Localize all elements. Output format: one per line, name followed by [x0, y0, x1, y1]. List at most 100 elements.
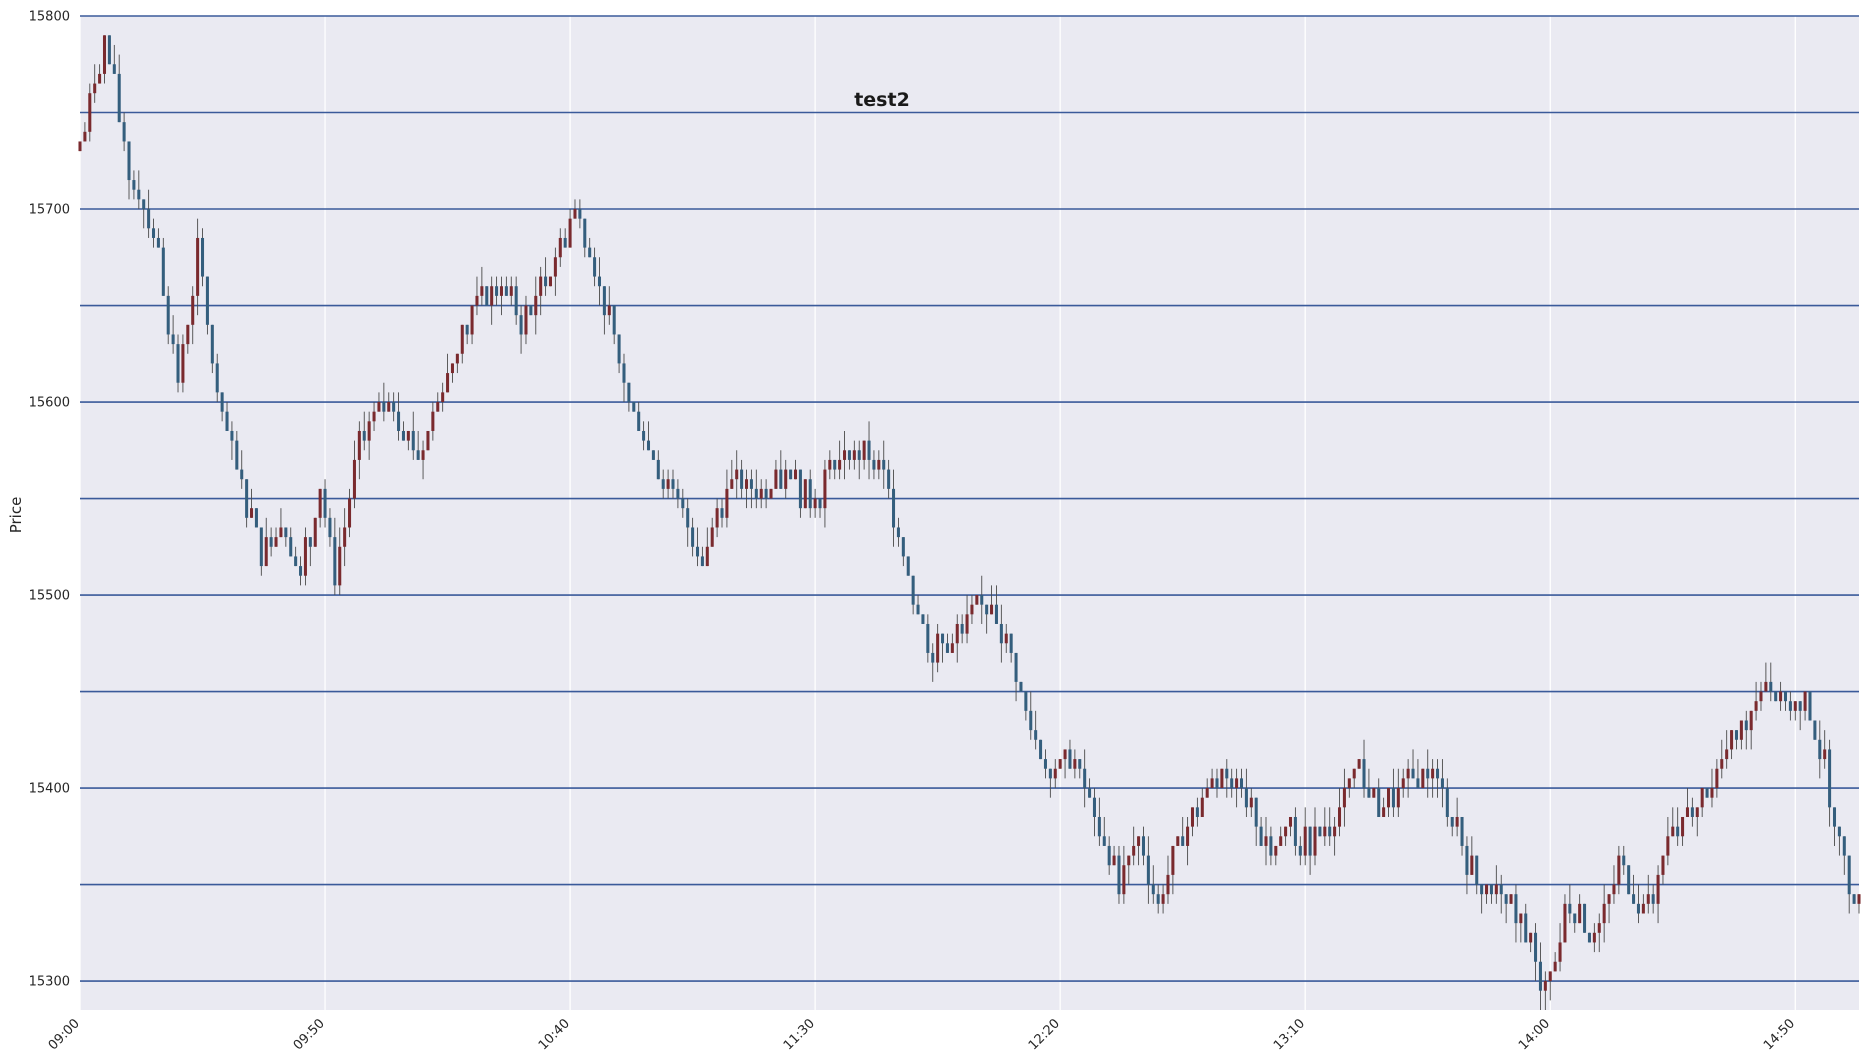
candle-body	[720, 508, 724, 518]
candle-body	[936, 633, 940, 663]
candle-body	[1587, 932, 1591, 943]
candle-body	[196, 237, 200, 296]
candle-body	[1318, 826, 1322, 837]
candle-body	[411, 430, 415, 451]
candle-body	[132, 180, 136, 190]
candle-body	[1137, 836, 1141, 846]
candle-body	[1808, 691, 1812, 721]
candle-body	[852, 450, 856, 460]
candle-body	[892, 488, 896, 528]
candle-body	[1725, 749, 1729, 760]
candle-body	[1132, 845, 1136, 856]
candle-body	[1181, 836, 1185, 846]
candle-body	[558, 237, 562, 258]
candle-body	[1524, 913, 1528, 943]
candle-body	[313, 517, 317, 547]
candle-body	[519, 315, 523, 335]
candle-body	[1671, 826, 1675, 837]
candle-body	[686, 508, 690, 528]
candle-body	[1764, 681, 1768, 692]
candle-body	[602, 286, 606, 316]
candle-body	[289, 537, 293, 557]
candle-body	[1421, 768, 1425, 789]
candle-body	[1607, 894, 1611, 904]
candle-body	[1308, 826, 1312, 856]
candle-body	[1563, 903, 1567, 943]
candle-body	[245, 479, 249, 518]
candle-body	[1195, 807, 1199, 817]
candle-body	[1636, 903, 1640, 914]
candle-body	[1543, 981, 1547, 991]
candle-body	[593, 257, 597, 277]
candle-body	[1485, 884, 1489, 895]
candle-body	[142, 199, 146, 210]
candle-body	[254, 508, 258, 528]
candle-body	[205, 276, 209, 325]
candle-body	[1494, 884, 1498, 895]
candle-body	[1534, 932, 1538, 962]
candle-body	[441, 392, 445, 403]
candle-body	[735, 469, 739, 480]
candle-body	[1171, 845, 1175, 875]
candle-body	[450, 363, 454, 374]
candle-body	[485, 286, 489, 306]
candle-body	[308, 537, 312, 547]
candle-body	[1122, 865, 1126, 895]
candle-body	[843, 450, 847, 460]
candle-body	[1053, 768, 1057, 779]
candle-body	[784, 469, 788, 489]
x-tick-label: 13:10	[1271, 1016, 1308, 1053]
candle-body	[1798, 701, 1802, 711]
candle-body	[730, 479, 734, 489]
candle-body	[348, 498, 352, 528]
candle-body	[127, 141, 131, 181]
candle-body	[794, 469, 798, 480]
candle-body	[1793, 701, 1797, 711]
candle-body	[1141, 836, 1145, 856]
candle-body	[284, 527, 288, 538]
candle-body	[975, 595, 979, 605]
candle-body	[176, 344, 180, 383]
candle-body	[1009, 633, 1013, 653]
candle-body	[1333, 826, 1337, 837]
candle-body	[1107, 845, 1111, 866]
candle-body	[1249, 797, 1253, 808]
candle-body	[431, 411, 435, 431]
candle-body	[333, 537, 337, 586]
candle-body	[225, 411, 229, 431]
candle-body	[1377, 788, 1381, 817]
candle-body	[1274, 845, 1278, 856]
candle-body	[539, 276, 543, 296]
candle-body	[950, 643, 954, 653]
candle-body	[495, 286, 499, 296]
candle-body	[1592, 932, 1596, 943]
candle-body	[235, 440, 239, 470]
candle-body	[1019, 681, 1023, 692]
candle-body	[990, 604, 994, 615]
candle-body	[1578, 903, 1582, 924]
candle-body	[970, 604, 974, 615]
candle-body	[1279, 836, 1283, 846]
candle-body	[1602, 903, 1606, 924]
candle-body	[1553, 961, 1557, 972]
candle-body	[774, 469, 778, 489]
x-tick-label: 14:50	[1761, 1016, 1798, 1053]
candle-body	[1387, 788, 1391, 808]
candle-body	[931, 652, 935, 663]
candle-body	[264, 537, 268, 567]
candle-body	[1220, 768, 1224, 789]
candle-body	[1342, 788, 1346, 808]
candle-body	[1190, 807, 1195, 827]
candle-body	[1529, 932, 1533, 943]
candle-body	[1411, 768, 1415, 779]
candle-body	[1445, 788, 1449, 817]
candle-body	[421, 450, 425, 460]
candle-body	[617, 334, 621, 364]
candle-body	[941, 633, 945, 644]
candle-body	[1151, 884, 1155, 895]
candle-body	[1210, 778, 1214, 789]
candle-body	[1739, 720, 1743, 740]
candle-body	[1847, 855, 1851, 895]
candle-body	[387, 402, 391, 412]
x-tick-label: 11:30	[781, 1016, 818, 1053]
